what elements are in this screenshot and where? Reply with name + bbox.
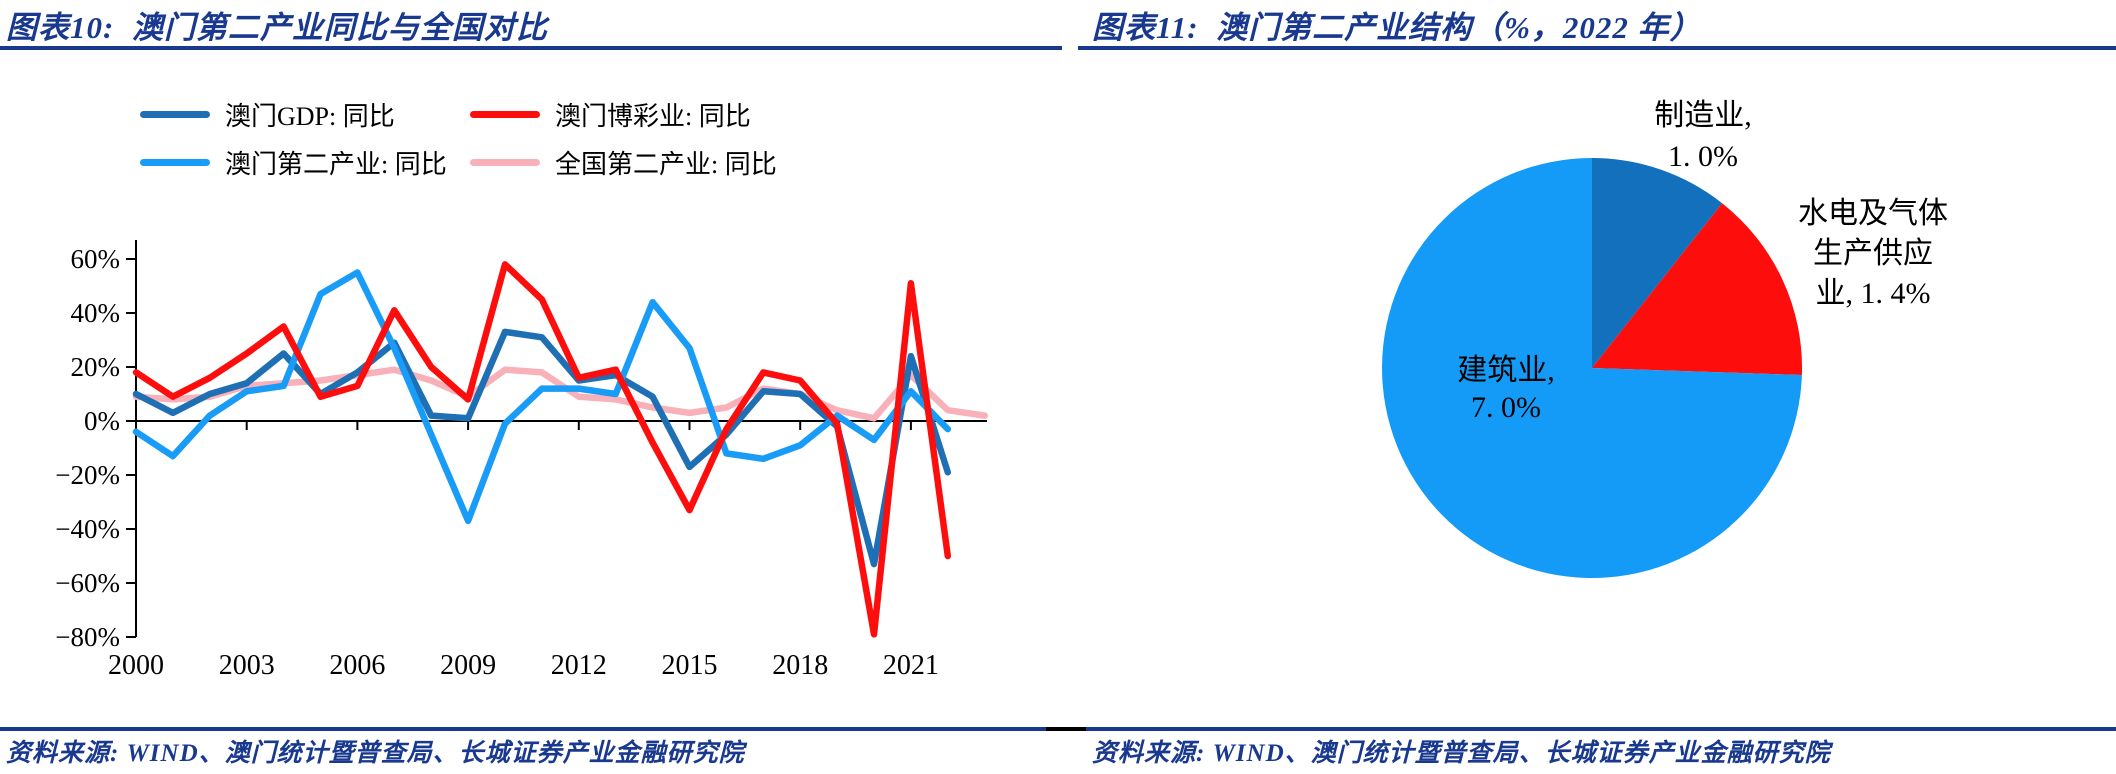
y-axis-label: 20% (71, 352, 121, 382)
figure-10-source-note: 资料来源: WIND、澳门统计暨普查局、长城证券产业金融研究院 (6, 740, 745, 767)
figure-10-title-rule (0, 46, 1062, 50)
legend-swatch-macau-gaming (470, 110, 540, 118)
y-axis-label: −20% (55, 460, 120, 490)
x-axis-label: 2003 (219, 650, 275, 681)
legend-label-china-secondary: 全国第二产业: 同比 (555, 149, 777, 179)
x-axis-label: 2000 (108, 650, 164, 681)
legend-item-macau-gdp: 澳门GDP: 同比 (140, 99, 395, 131)
x-axis-label: 2006 (329, 650, 385, 681)
figure-11-source-note: 资料来源: WIND、澳门统计暨普查局、长城证券产业金融研究院 (1092, 740, 1831, 767)
y-axis-label: −40% (55, 514, 120, 544)
figure-11-title: 图表11: 澳门第二产业结构（%，2022 年） (1092, 10, 1702, 45)
y-axis-label: −80% (55, 622, 120, 652)
pie-label-construction-line1: 建筑业, (1457, 354, 1555, 387)
legend-label-macau-gdp: 澳门GDP: 同比 (225, 101, 395, 131)
y-axis-label: 0% (84, 406, 120, 436)
x-axis-label: 2009 (440, 650, 496, 681)
line-series-macau-gaming (132, 261, 952, 638)
figure-10-title: 图表10: 澳门第二产业同比与全国对比 (6, 10, 548, 45)
line-chart-svg: 60% 40% 20% 0% −20% −40% −60% −80%2000 2003 2006 2… (55, 240, 988, 681)
pie-label-utilities-line2: 生产供应 (1813, 237, 1933, 270)
pie-label-manufacturing-line2: 1. 0% (1668, 140, 1738, 173)
legend-swatch-macau-secondary (140, 158, 210, 166)
figure-11-title-rule (1078, 46, 2116, 50)
legend-swatch-china-secondary (470, 158, 540, 166)
pie-slice-manufacturing (1592, 158, 1723, 368)
legend-label-macau-secondary: 澳门第二产业: 同比 (225, 149, 447, 179)
x-axis-label: 2012 (551, 650, 607, 681)
legend-item-macau-secondary: 澳门第二产业: 同比 (140, 147, 447, 179)
pie-slice-construction (1382, 158, 1802, 579)
y-axis-label: 40% (71, 298, 121, 328)
legend-item-china-secondary: 全国第二产业: 同比 (470, 147, 777, 179)
pie-label-manufacturing-line1: 制造业, (1654, 99, 1752, 132)
x-axis-label: 2015 (662, 650, 718, 681)
legend-swatch-macau-gdp (140, 110, 210, 118)
legend-label-macau-gaming: 澳门博彩业: 同比 (555, 101, 751, 131)
y-axis-label: −60% (55, 568, 120, 598)
pie-label-utilities-line1: 水电及气体 (1798, 197, 1948, 230)
line-series-macau-secondary (132, 269, 952, 525)
pie-label-construction-line2: 7. 0% (1471, 391, 1541, 424)
pie-slice-utilities (1592, 203, 1803, 375)
bottom-rule-left (0, 727, 1046, 731)
line-series-china-secondary (132, 366, 988, 422)
bottom-rule-right (1086, 727, 2116, 731)
bottom-rule-junction (1046, 727, 1086, 731)
x-axis-label: 2018 (772, 650, 828, 681)
legend-item-macau-gaming: 澳门博彩业: 同比 (470, 99, 751, 131)
y-axis-label: 60% (71, 244, 121, 274)
pie-label-utilities-line3: 业, 1. 4% (1816, 277, 1931, 310)
x-axis-label: 2021 (883, 650, 939, 681)
line-series-macau-gdp (132, 328, 952, 568)
